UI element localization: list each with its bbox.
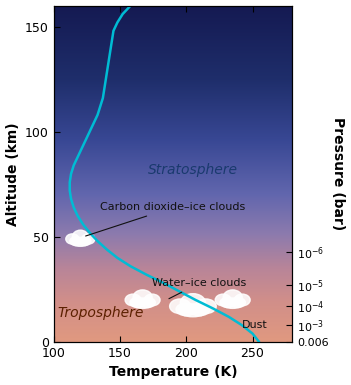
- Text: Troposphere: Troposphere: [57, 306, 144, 320]
- Ellipse shape: [82, 234, 95, 244]
- Text: Carbon dioxide–ice clouds: Carbon dioxide–ice clouds: [86, 203, 246, 236]
- Ellipse shape: [144, 294, 160, 306]
- Y-axis label: Pressure (bar): Pressure (bar): [331, 117, 345, 230]
- Ellipse shape: [130, 298, 146, 308]
- Y-axis label: Altitude (km): Altitude (km): [6, 122, 20, 226]
- Text: Water–ice clouds: Water–ice clouds: [152, 278, 247, 299]
- Ellipse shape: [230, 298, 245, 308]
- Ellipse shape: [223, 290, 242, 305]
- Ellipse shape: [234, 294, 250, 306]
- Ellipse shape: [215, 294, 231, 306]
- Ellipse shape: [132, 298, 154, 308]
- Text: Stratosphere: Stratosphere: [148, 162, 238, 177]
- Ellipse shape: [170, 299, 191, 314]
- Ellipse shape: [133, 290, 152, 305]
- Ellipse shape: [178, 304, 208, 317]
- Ellipse shape: [71, 238, 90, 246]
- Ellipse shape: [176, 303, 197, 316]
- Ellipse shape: [72, 230, 88, 243]
- Ellipse shape: [180, 294, 206, 313]
- Ellipse shape: [70, 237, 83, 246]
- Ellipse shape: [139, 298, 155, 308]
- Ellipse shape: [189, 303, 210, 316]
- Text: Dust: Dust: [242, 320, 268, 330]
- Ellipse shape: [125, 294, 141, 306]
- Ellipse shape: [195, 299, 216, 314]
- Ellipse shape: [221, 298, 244, 308]
- Ellipse shape: [220, 298, 236, 308]
- Ellipse shape: [78, 237, 91, 246]
- Ellipse shape: [66, 234, 79, 244]
- X-axis label: Temperature (K): Temperature (K): [109, 365, 237, 380]
